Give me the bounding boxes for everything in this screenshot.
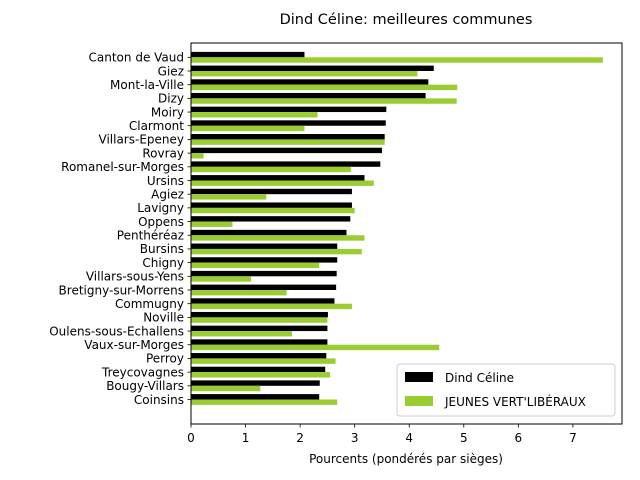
x-tick-label: 6 [515,431,523,445]
bar-dind-celine-16 [191,270,337,277]
bar-jeunes-vert-liberaux-18 [191,303,352,310]
legend-swatch-jeunes-vert-liberaux [405,396,433,406]
bar-dind-celine-19 [191,311,328,318]
bar-jeunes-vert-liberaux-0 [191,57,603,63]
bar-dind-celine-12 [191,216,351,222]
bar-jeunes-vert-liberaux-21 [191,344,440,351]
x-axis-label: Pourcents (pondérés par sièges) [309,452,503,466]
bar-dind-celine-23 [191,366,326,373]
bar-jeunes-vert-liberaux-20 [191,331,292,337]
bar-dind-celine-20 [191,325,328,332]
bar-dind-celine-3 [191,92,426,99]
y-tick-label: Villars-sous-Yens [86,270,184,284]
y-tick-label: Agiez [151,187,184,201]
bar-jeunes-vert-liberaux-14 [191,248,362,255]
bar-dind-celine-25 [191,394,320,400]
x-tick-label: 4 [405,431,413,445]
y-tick-label: Coinsins [134,393,184,407]
bar-dind-celine-2 [191,79,429,85]
x-tick-label: 7 [569,431,577,445]
y-tick-label: Bougy-Villars [106,379,184,393]
y-axis-ticks: Canton de VaudGiezMont-la-VilleDizyMoiry… [49,51,191,407]
bar-dind-celine-14 [191,243,338,249]
y-tick-label: Mont-la-Ville [110,78,184,92]
bar-jeunes-vert-liberaux-5 [191,125,305,132]
bar-dind-celine-11 [191,202,352,208]
bar-jeunes-vert-liberaux-4 [191,112,318,118]
bar-dind-celine-7 [191,147,382,154]
bar-dind-celine-8 [191,161,381,167]
y-tick-label: Giez [158,64,184,78]
y-tick-label: Romanel-sur-Morges [61,160,184,174]
legend-label-jeunes-vert-liberaux: JEUNES VERT'LIBÉRAUX [444,394,586,409]
y-tick-label: Treycovagnes [101,365,184,379]
y-tick-label: Oppens [138,215,184,229]
bar-dind-celine-22 [191,353,327,359]
bar-jeunes-vert-liberaux-19 [191,317,328,323]
bar-jeunes-vert-liberaux-11 [191,207,355,214]
bar-jeunes-vert-liberaux-16 [191,276,252,282]
bar-dind-celine-13 [191,229,347,236]
y-tick-label: Canton de Vaud [89,51,184,65]
x-tick-label: 3 [351,431,359,445]
y-tick-label: Rovray [142,146,184,160]
y-tick-label: Villars-Epeney [99,133,185,147]
bar-jeunes-vert-liberaux-24 [191,385,261,392]
y-tick-label: Clarmont [129,119,184,133]
y-tick-label: Penthéréaz [117,229,184,243]
x-tick-label: 0 [187,431,195,445]
chart-title: Dind Céline: meilleures communes [280,12,533,28]
y-tick-label: Noville [143,311,184,325]
legend-box [396,363,616,417]
bar-dind-celine-15 [191,257,338,263]
bar-dind-celine-21 [191,339,328,345]
bar-dind-celine-9 [191,175,365,181]
y-tick-label: Bursins [140,242,184,256]
y-tick-label: Moiry [151,105,184,119]
bar-dind-celine-0 [191,51,305,58]
bar-jeunes-vert-liberaux-9 [191,180,374,186]
bar-jeunes-vert-liberaux-7 [191,153,204,159]
bar-jeunes-vert-liberaux-23 [191,372,331,378]
plot-frame [190,42,623,425]
bar-dind-celine-24 [191,380,320,386]
bar-jeunes-vert-liberaux-8 [191,166,351,173]
bar-dind-celine-1 [191,65,434,71]
bar-jeunes-vert-liberaux-3 [191,98,457,104]
bar-dind-celine-10 [191,188,352,195]
bar-jeunes-vert-liberaux-12 [191,221,233,227]
y-tick-label: Perroy [146,352,184,366]
bar-jeunes-vert-liberaux-13 [191,235,365,241]
bar-jeunes-vert-liberaux-17 [191,289,287,296]
y-tick-label: Bretigny-sur-Morrens [59,283,184,297]
legend-swatch-dind-celine [405,372,433,382]
bar-dind-celine-4 [191,106,387,113]
bar-jeunes-vert-liberaux-1 [191,70,418,77]
bar-jeunes-vert-liberaux-2 [191,84,458,91]
y-tick-label: Oulens-sous-Echallens [49,324,184,338]
x-tick-label: 1 [242,431,250,445]
x-axis-ticks: 0 1 2 3 4 5 6 7 [187,424,577,445]
bar-dind-celine-6 [191,134,385,140]
bar-jeunes-vert-liberaux-15 [191,262,320,269]
y-tick-label: Ursins [147,174,184,188]
bars-group [191,51,603,405]
legend-label-dind-celine: Dind Céline [445,371,514,385]
bar-jeunes-vert-liberaux-10 [191,194,267,200]
bar-dind-celine-5 [191,120,386,126]
bar-dind-celine-17 [191,284,337,290]
y-tick-label: Vaux-sur-Morges [84,338,184,352]
bar-dind-celine-18 [191,298,335,304]
y-tick-label: Lavigny [137,201,184,215]
y-tick-label: Dizy [158,92,184,106]
x-tick-label: 5 [460,431,468,445]
y-tick-label: Chigny [142,256,184,270]
bar-jeunes-vert-liberaux-6 [191,139,385,145]
legend: Dind Céline JEUNES VERT'LIBÉRAUX [396,363,616,417]
y-tick-label: Commugny [115,297,184,311]
bar-jeunes-vert-liberaux-25 [191,399,338,405]
x-tick-label: 2 [296,431,304,445]
bar-jeunes-vert-liberaux-22 [191,358,336,364]
